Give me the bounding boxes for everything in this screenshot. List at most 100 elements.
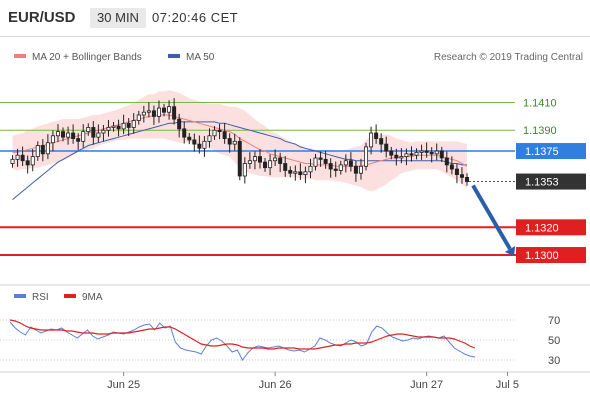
candle-body <box>404 153 409 157</box>
candle-body <box>257 156 262 163</box>
x-axis-label: Jul 5 <box>496 379 519 391</box>
projection-arrowhead <box>504 246 516 256</box>
candle-body <box>177 118 182 130</box>
candle-body <box>424 150 429 153</box>
candle-body <box>263 161 268 169</box>
candle-body <box>459 174 464 178</box>
level-label: 1.1320 <box>525 222 559 234</box>
timeframe-selector[interactable]: 30 MIN <box>90 8 146 28</box>
candles <box>10 98 470 186</box>
candle-body <box>308 165 313 173</box>
candle-body <box>76 138 81 142</box>
level-label: 1.1353 <box>525 177 559 189</box>
candle-body <box>15 154 20 160</box>
header-divider <box>0 36 590 37</box>
candle-body <box>66 132 71 138</box>
candle-body <box>182 128 187 138</box>
candle-body <box>156 107 161 117</box>
candle-body <box>358 165 363 174</box>
x-axis-label: Jun 27 <box>410 379 443 391</box>
candle-body <box>222 131 227 139</box>
candle-body <box>55 131 60 137</box>
level-tag <box>516 219 586 236</box>
candle-body <box>212 129 217 137</box>
candle-body <box>444 157 449 166</box>
candle-body <box>111 125 116 128</box>
candle-body <box>151 110 156 117</box>
candle-body <box>121 122 126 130</box>
candle-body <box>439 150 444 159</box>
rsi-line <box>9 321 476 361</box>
candle-body <box>278 157 283 164</box>
candle-body <box>116 125 121 130</box>
candle-body <box>126 122 131 128</box>
rsi-legend-swatch <box>14 294 26 298</box>
candle-body <box>187 136 192 141</box>
candle-body <box>25 160 30 166</box>
ma50-line <box>12 121 467 200</box>
level-label: 1.1410 <box>523 98 557 110</box>
candle-body <box>273 157 278 162</box>
candle-body <box>172 106 177 120</box>
candle-body <box>343 160 348 166</box>
level-label: 1.1390 <box>523 125 557 137</box>
candle-body <box>131 120 136 128</box>
candle-body <box>202 140 207 149</box>
candle-body <box>288 170 293 174</box>
candle-body <box>429 152 434 155</box>
rsi-legend-label: RSI <box>32 292 49 303</box>
candle-body <box>454 168 459 176</box>
candle-body <box>353 165 358 174</box>
level-tag <box>516 247 586 264</box>
candle-body <box>136 114 141 121</box>
level-tag <box>516 173 586 190</box>
copyright-text: Research © 2019 Trading Central <box>434 52 583 63</box>
candle-body <box>313 157 318 167</box>
candle-body <box>252 156 257 162</box>
x-axis-label: Jun 25 <box>107 379 140 391</box>
legend-label: MA 20 + Bollinger Bands <box>32 52 142 63</box>
candle-body <box>374 132 379 139</box>
candle-body <box>414 152 419 156</box>
level-tag-point <box>516 173 522 190</box>
candle-body <box>434 150 439 155</box>
candle-body <box>268 160 273 169</box>
candle-body <box>247 160 252 164</box>
candle-body <box>81 131 86 142</box>
candle-body <box>10 158 15 164</box>
rsi-ma9-line <box>9 319 476 350</box>
rsi-tick-label: 70 <box>548 315 560 327</box>
candle-body <box>35 145 40 157</box>
level-tag <box>516 143 586 160</box>
candle-body <box>71 132 76 139</box>
candle-body <box>283 163 288 171</box>
candle-body <box>192 139 197 145</box>
rsi-legend-swatch <box>64 294 76 298</box>
rsi-tick-label: 30 <box>548 355 560 367</box>
candle-body <box>384 143 389 152</box>
candle-body <box>167 106 172 113</box>
candle-body <box>318 157 323 160</box>
chart-header: EUR/USD 30 MIN 07:20:46 CET <box>0 0 590 36</box>
candle-body <box>217 129 222 133</box>
candle-body <box>364 146 369 167</box>
candle-body <box>465 176 470 182</box>
rsi-tick-label: 50 <box>548 335 560 347</box>
level-tag-point <box>516 219 522 236</box>
level-label: 1.1300 <box>525 250 559 262</box>
candle-body <box>323 158 328 164</box>
candle-body <box>369 132 374 148</box>
rsi-legend-label: 9MA <box>82 292 103 303</box>
candle-body <box>96 132 101 138</box>
level-label: 1.1375 <box>525 146 559 158</box>
candle-body <box>237 140 242 177</box>
candle-body <box>141 111 146 116</box>
candle-body <box>348 160 353 167</box>
candle-body <box>419 150 424 153</box>
level-tag-point <box>516 143 522 160</box>
candle-body <box>399 156 404 159</box>
candle-body <box>227 138 232 145</box>
clock-readout: 07:20:46 CET <box>152 10 239 25</box>
candle-body <box>86 127 91 133</box>
